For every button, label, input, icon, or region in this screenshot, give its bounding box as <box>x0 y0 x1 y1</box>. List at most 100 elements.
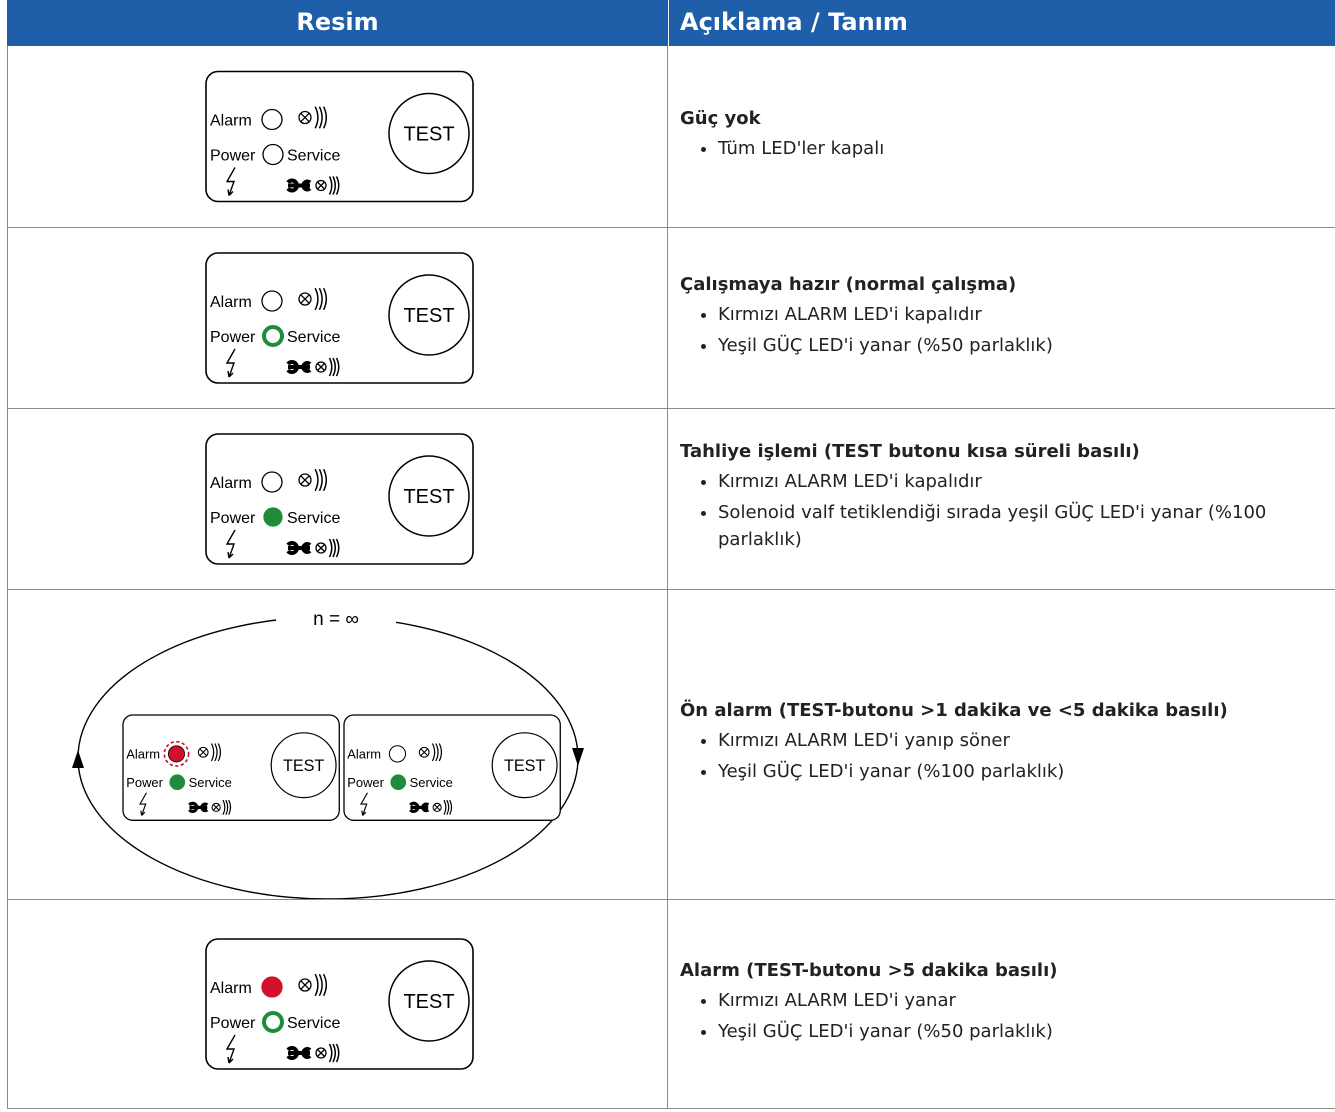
loop-gap <box>276 606 396 630</box>
row-title: Ön alarm (TEST-butonu >1 dakika ve <5 da… <box>680 700 1228 721</box>
speaker-wave <box>314 973 319 997</box>
speaker-wave <box>446 799 450 815</box>
test-label: TEST <box>403 305 454 327</box>
wrench-icon <box>409 801 430 813</box>
bullet-list: Kırmızı ALARM LED'i kapalıdır Solenoid va… <box>680 468 1329 557</box>
speaker-wave <box>217 743 222 762</box>
speaker-icon <box>317 544 325 552</box>
test-button <box>388 960 470 1042</box>
speaker-icon <box>300 294 310 304</box>
wrench-icon <box>286 541 312 555</box>
loop-arrow <box>72 750 84 768</box>
speaker-wave <box>318 973 323 997</box>
power-led <box>262 1011 284 1033</box>
speaker-icon <box>298 473 312 487</box>
bullet-item: Kırmızı ALARM LED'i kapalıdır <box>718 301 1329 328</box>
service-label: Service <box>287 148 340 165</box>
bullet-item: Yeşil GÜÇ LED'i yanar (%50 parlaklık) <box>718 332 1329 359</box>
bullet-item: Kırmızı ALARM LED'i yanıp söner <box>718 727 1329 754</box>
power-led <box>169 774 186 791</box>
speaker-icon <box>315 361 327 373</box>
bullet-item: Yeşil GÜÇ LED'i yanar (%100 parlaklık) <box>718 758 1329 785</box>
speaker-wave <box>449 799 453 815</box>
panel-image: Alarm Power Service TEST <box>205 433 474 565</box>
speaker-wave <box>431 743 436 762</box>
alarm-led <box>167 745 185 763</box>
table-row: Alarm Power Service TEST Çalışmaya hazır (no… <box>7 228 1335 409</box>
speaker-icon <box>298 110 312 125</box>
power-label: Power <box>210 148 256 165</box>
image-cell: Alarm Power Service TEST <box>7 46 668 227</box>
alarm-label: Alarm <box>210 475 252 492</box>
test-button <box>491 732 558 799</box>
device-panel: Alarm Power Service TEST <box>205 433 474 565</box>
bullet-item: Yeşil GÜÇ LED'i yanar (%50 parlaklık) <box>718 1018 1329 1045</box>
loop-label: n = ∞ <box>313 609 359 630</box>
wrench-icon <box>286 178 312 193</box>
bullet-item: Kırmızı ALARM LED'i yanar <box>718 987 1329 1014</box>
test-button <box>388 274 470 356</box>
speaker-wave <box>322 106 328 129</box>
alarm-led <box>261 108 283 131</box>
power-label: Power <box>126 775 163 790</box>
speaker-icon <box>300 980 310 990</box>
speaker-wave <box>318 468 323 492</box>
table-header: Resim Açıklama / Tanım <box>7 0 1335 46</box>
bullet-list: Kırmızı ALARM LED'i yanıp söner Yeşil GÜÇ… <box>680 727 1329 789</box>
speaker-wave <box>332 176 336 195</box>
speaker-wave <box>314 468 319 492</box>
speaker-wave <box>328 357 333 377</box>
wrench-icon <box>286 1046 312 1060</box>
speaker-wave <box>322 287 328 311</box>
alarm-led <box>388 745 407 763</box>
speaker-wave <box>322 468 328 492</box>
image-cell: Alarm Power Service TEST <box>7 900 668 1108</box>
speaker-wave <box>328 538 333 558</box>
header-separator <box>668 0 669 46</box>
power-icon <box>225 529 236 559</box>
panel-image: Alarm Power Service TEST <box>205 70 474 203</box>
table-row: Alarm Power Service TEST Tahliye işlemi (TES… <box>7 409 1335 590</box>
test-button <box>388 455 470 537</box>
device-panel: Alarm Power Service TEST <box>122 714 340 821</box>
device-panel: Alarm Power Service TEST <box>343 714 561 821</box>
description-cell: Ön alarm (TEST-butonu >1 dakika ve <5 da… <box>669 590 1329 899</box>
speaker-icon <box>420 748 428 757</box>
test-button <box>270 732 337 799</box>
speaker-wave <box>328 176 333 195</box>
power-led <box>263 507 283 527</box>
description-cell: Alarm (TEST-butonu >5 dakika basılı) Kırm… <box>669 900 1329 1108</box>
header-cell: Açıklama / Tanım <box>680 8 908 36</box>
speaker-wave <box>435 743 439 762</box>
speaker-icon <box>211 802 221 812</box>
alarm-label: Alarm <box>210 113 252 130</box>
row-title: Çalışmaya hazır (normal çalışma) <box>680 273 1017 295</box>
power-led <box>262 325 284 347</box>
speaker-icon <box>432 802 442 812</box>
power-icon <box>225 1034 236 1064</box>
speaker-icon <box>300 475 310 485</box>
wrench-icon <box>286 360 312 374</box>
speaker-wave <box>332 357 336 377</box>
speaker-wave <box>210 743 215 762</box>
alarm-label: Alarm <box>126 747 160 762</box>
loop-arrow <box>572 748 584 766</box>
alarm-led <box>261 290 283 312</box>
speaker-wave <box>335 176 340 195</box>
test-label: TEST <box>403 991 454 1013</box>
speaker-wave <box>314 106 319 129</box>
test-button <box>388 92 470 175</box>
service-label: Service <box>410 775 453 790</box>
alarm-label: Alarm <box>210 980 252 997</box>
bullet-item: Solenoid valf tetiklendiği sırada yeşil … <box>718 499 1329 553</box>
row-title: Tahliye işlemi (TEST butonu kısa süreli … <box>680 441 1140 462</box>
speaker-icon <box>315 1047 327 1059</box>
wrench-icon <box>188 801 209 813</box>
speaker-icon <box>197 746 209 758</box>
image-cell: Alarm Power Service TEST <box>7 228 668 408</box>
description-cell: Tahliye işlemi (TEST butonu kısa süreli … <box>669 409 1329 589</box>
speaker-wave <box>318 287 323 311</box>
speaker-icon <box>300 112 310 123</box>
speaker-icon <box>298 978 312 992</box>
speaker-icon <box>317 181 325 190</box>
